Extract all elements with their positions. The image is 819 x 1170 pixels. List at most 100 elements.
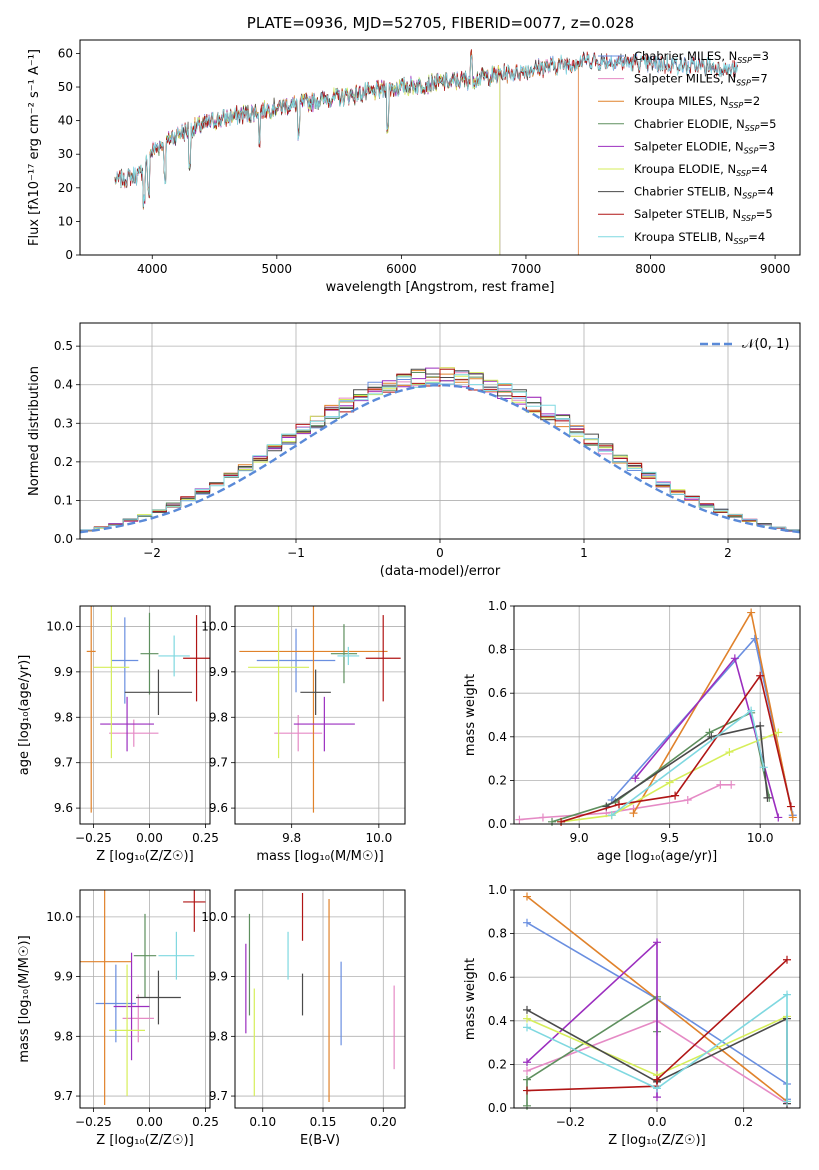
data-point-marker	[523, 1086, 531, 1095]
x-tick-label: 10.0	[747, 831, 774, 845]
x-tick-label: 0.2	[734, 1115, 753, 1129]
x-axis-label: E(B-V)	[300, 1133, 340, 1148]
x-tick-label: 0.00	[136, 1115, 163, 1129]
axes-frame	[234, 605, 406, 825]
y-tick-label: 30	[58, 147, 73, 161]
x-axis-label: Z [log₁₀(Z/Z☉)]	[96, 1133, 193, 1148]
y-axis-label: mass weight	[463, 674, 478, 756]
x-tick-label: 5000	[262, 262, 293, 276]
data-point-marker	[727, 780, 736, 789]
x-tick-label: 9.0	[570, 831, 589, 845]
legend-entry: Kroupa STELIB, NSSP=4	[634, 230, 765, 246]
y-tick-label: 0.1	[54, 493, 73, 507]
data-point-marker	[716, 780, 725, 789]
data-point-marker	[607, 811, 616, 820]
massweight-vs-age-panel: 9.0 9.5 10.0 0.0 0.2 0.4 0.6 0.8 1.0 age [log₁₀(a…	[463, 599, 801, 864]
y-axis-label: age [log₁₀(age/yr)]	[17, 655, 32, 776]
y-tick-label: 9.7	[209, 1089, 228, 1103]
x-tick-label: 0.10	[249, 1115, 276, 1129]
data-point-marker	[730, 654, 739, 663]
spectrum-panel: 4000 5000 6000 7000 8000 9000 0 10 20 30 40 50 60 wav…	[27, 39, 801, 295]
x-tick-label: 4000	[137, 262, 168, 276]
residual-histogram-panel: −2 −1 0 1 2 0.0 0.1 0.2 0.3 0.4 0.5 (data-model)/er…	[27, 322, 801, 579]
y-tick-label: 0.6	[488, 686, 507, 700]
data-point-marker	[523, 1066, 531, 1075]
y-tick-label: 9.6	[54, 801, 73, 815]
y-tick-label: 0.4	[54, 378, 73, 392]
x-tick-label: 6000	[386, 262, 417, 276]
y-axis-label: mass weight	[463, 958, 478, 1040]
x-tick-label: 10.0	[365, 831, 392, 845]
spectrum-series-line	[114, 54, 738, 207]
axes-frame	[79, 39, 801, 256]
y-tick-label: 0.0	[488, 1101, 507, 1115]
x-tick-label: 9.8	[282, 831, 301, 845]
legend-entry: Chabrier STELIB, NSSP=4	[634, 185, 774, 201]
data-point-marker	[747, 706, 756, 715]
data-point-marker	[774, 728, 783, 737]
data-point-marker	[783, 1097, 791, 1106]
data-point-marker	[523, 1075, 531, 1084]
y-tick-label: 0.2	[488, 1057, 507, 1071]
y-tick-label: 20	[58, 181, 73, 195]
data-point-marker	[705, 728, 714, 737]
legend-entry: Salpeter MILES, NSSP=7	[634, 72, 768, 88]
data-point-marker	[515, 815, 524, 824]
y-tick-label: 0.0	[54, 532, 73, 546]
axes-frame	[79, 322, 801, 540]
x-tick-label: −0.2	[556, 1115, 585, 1129]
x-tick-label: 0.25	[192, 831, 219, 845]
y-tick-label: 0.3	[54, 416, 73, 430]
y-tick-label: 10.0	[201, 619, 228, 633]
data-point-marker	[523, 1014, 531, 1023]
plot-area	[80, 367, 800, 534]
y-tick-label: 0.6	[488, 970, 507, 984]
y-axis-label: mass [log₁₀(M/M☉)]	[17, 935, 32, 1062]
data-point-marker	[538, 813, 547, 822]
legend-entry: Salpeter ELODIE, NSSP=3	[634, 139, 775, 155]
legend-entry: 𝒩(0, 1)	[742, 337, 789, 352]
data-point-marker	[707, 732, 716, 741]
data-point-marker	[725, 748, 734, 757]
data-point-marker	[631, 774, 640, 783]
data-point-marker	[523, 892, 531, 901]
data-point-marker	[614, 800, 623, 809]
figure-title: PLATE=0936, MJD=52705, FIBERID=0077, z=0…	[247, 14, 634, 32]
legend-entry: Kroupa ELODIE, NSSP=4	[634, 162, 768, 178]
data-point-marker	[665, 778, 674, 787]
data-point-marker	[683, 796, 692, 805]
y-tick-label: 1.0	[488, 883, 507, 897]
axes-frame	[513, 605, 801, 825]
mass-weight-series-line	[526, 993, 788, 1102]
y-tick-label: 0.2	[54, 455, 73, 469]
mass-weight-series-line	[605, 724, 769, 808]
mass-vs-extinction-panel: 0.10 0.15 0.20 9.7 9.8 9.9 10.0 E(B-V)	[201, 889, 406, 1148]
y-tick-label: 1.0	[488, 599, 507, 613]
axes-frame	[513, 889, 801, 1109]
data-point-marker	[653, 938, 661, 947]
plot-area	[245, 892, 395, 1103]
x-tick-label: 0	[436, 546, 444, 560]
y-tick-label: 0.5	[54, 339, 73, 353]
y-tick-label: 40	[58, 114, 73, 128]
data-point-marker	[747, 608, 756, 617]
y-tick-label: 0.8	[488, 927, 507, 941]
data-point-marker	[763, 793, 772, 802]
x-tick-label: 1	[580, 546, 588, 560]
data-point-marker	[671, 791, 680, 800]
y-tick-label: 9.9	[209, 970, 228, 984]
x-tick-label: 9000	[760, 262, 791, 276]
axes-frame	[79, 889, 211, 1109]
y-axis-label: Flux [fλ10⁻¹⁷ erg cm⁻² s⁻¹ A⁻¹]	[27, 49, 42, 246]
legend-entry: Kroupa MILES, NSSP=2	[634, 94, 760, 110]
y-tick-label: 0.4	[488, 1014, 507, 1028]
y-tick-label: 9.7	[54, 756, 73, 770]
y-tick-label: 9.8	[54, 710, 73, 724]
data-point-marker	[756, 721, 765, 730]
x-tick-label: 8000	[635, 262, 666, 276]
plot-area	[239, 606, 401, 813]
data-point-marker	[786, 802, 795, 811]
y-tick-label: 0.0	[488, 817, 507, 831]
